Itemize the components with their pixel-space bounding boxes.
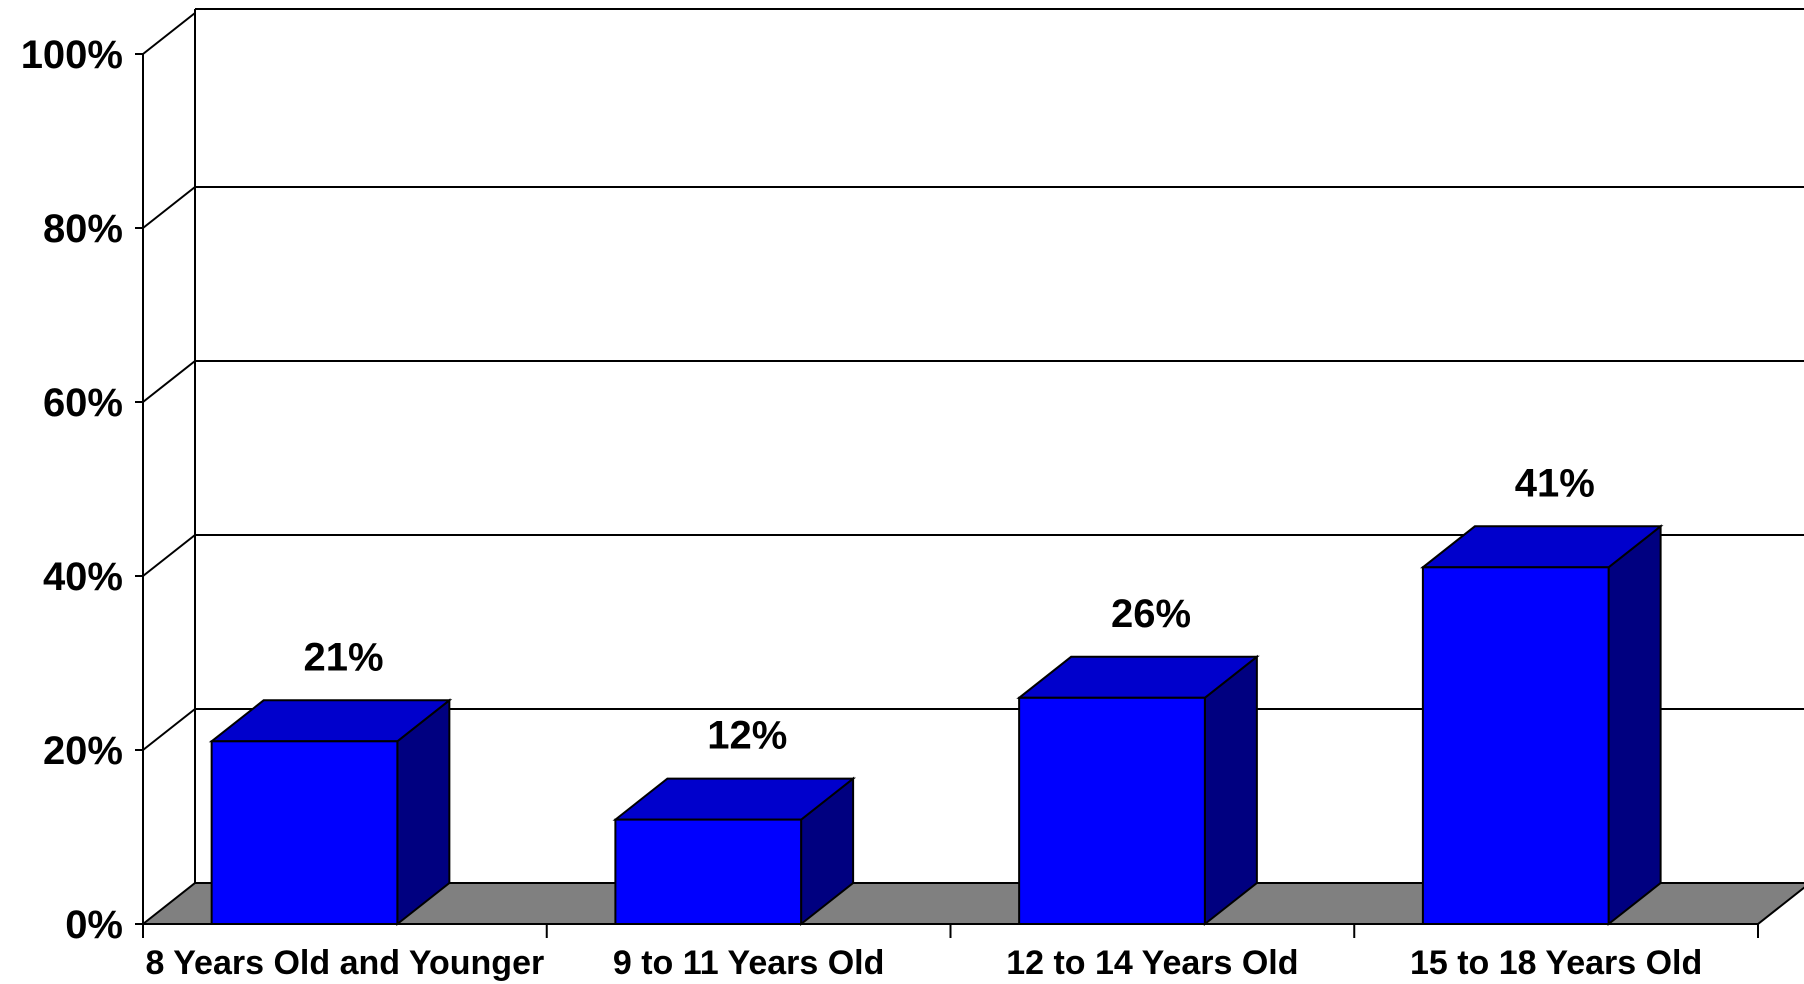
x-tick-label: 12 to 14 Years Old [1006,944,1298,982]
y-tick-label: 0% [65,903,123,947]
category-labels: 8 Years Old and Younger 9 to 11 Years Old… [146,944,1703,982]
x-tick-label: 15 to 18 Years Old [1410,944,1702,982]
data-labels: 21% 12% 26% 41% [303,461,1594,757]
gridline-diagonal [142,360,196,403]
gridline-diagonal [142,186,196,229]
y-tick-label: 60% [43,381,123,425]
gridline-diagonal [142,708,196,751]
gridline-diagonal [142,12,196,55]
bar [1420,524,1664,927]
data-label: 26% [1111,592,1191,636]
y-tick-label: 100% [21,33,123,77]
bar [612,776,856,927]
y-tick-label: 80% [43,207,123,251]
bar-front-face [1018,696,1206,925]
y-axis-ticks: 0% 20% 40% 60% 80% 100% [21,33,143,947]
bar-front-face [1421,566,1610,925]
bar-side-face [1203,654,1258,927]
y-tick-label: 40% [43,555,123,599]
data-label: 21% [303,635,383,679]
bars [208,524,1664,927]
bar-side-face [1607,524,1662,927]
data-label: 12% [707,714,787,758]
gridline-diagonal [142,534,196,577]
bar-front-face [614,818,803,925]
bar [1016,654,1260,927]
y-tick-label: 20% [43,729,123,773]
chart-walls [194,8,1804,883]
bar [208,698,453,927]
data-label: 41% [1515,461,1595,505]
x-tick-label: 9 to 11 Years Old [613,944,885,982]
x-tick-label: 8 Years Old and Younger [146,944,545,982]
bar-front-face [210,740,399,925]
